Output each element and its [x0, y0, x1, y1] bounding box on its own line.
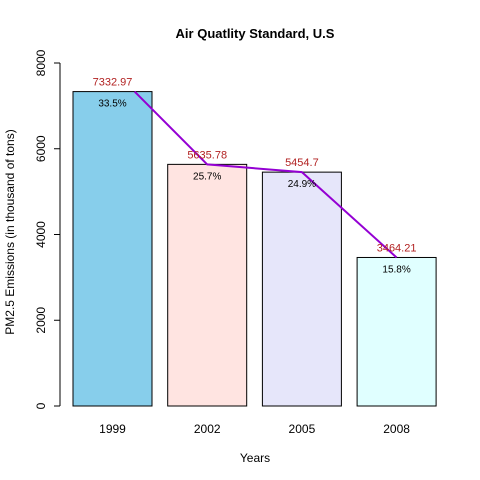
y-axis-label: PM2.5 Emissions (in thousand of tons)	[3, 129, 17, 334]
bar-2002	[167, 163, 248, 407]
chart-title: Air Quatlity Standard, U.S	[176, 26, 335, 41]
x-axis-label: Years	[240, 451, 270, 465]
x-tick-label-2002: 2002	[194, 422, 221, 436]
percent-label-1999: 33.5%	[98, 99, 126, 110]
x-tick-label-2005: 2005	[289, 422, 316, 436]
percent-label-2008: 15.8%	[382, 264, 410, 275]
y-tick-label: 2000	[34, 307, 48, 334]
value-label-2008: 3464.21	[377, 242, 417, 254]
trend-line-group	[133, 90, 398, 259]
value-label-1999: 7332.97	[93, 77, 133, 89]
y-axis: 0 2000 4000 6000 8000	[34, 49, 61, 409]
value-label-2005: 5454.7	[285, 157, 319, 169]
y-tick-label: 0	[34, 402, 48, 409]
y-tick-label: 4000	[34, 221, 48, 248]
percent-label-2002: 25.7%	[193, 171, 221, 182]
data-labels: 7332.97 33.5% 5635.78 25.7% 5454.7 24.9% 3464.…	[93, 77, 417, 276]
bar-2008	[356, 256, 437, 407]
y-tick-label: 8000	[34, 49, 48, 76]
bar-2005	[261, 171, 342, 407]
bar-1999	[72, 91, 153, 407]
x-tick-labels: 1999 2002 2005 2008	[99, 422, 410, 436]
y-tick-label: 6000	[34, 135, 48, 162]
value-label-2002: 5635.78	[187, 149, 227, 161]
trend-line	[133, 90, 398, 259]
x-tick-label-2008: 2008	[383, 422, 410, 436]
percent-label-2005: 24.9%	[288, 179, 316, 190]
x-tick-label-1999: 1999	[99, 422, 126, 436]
